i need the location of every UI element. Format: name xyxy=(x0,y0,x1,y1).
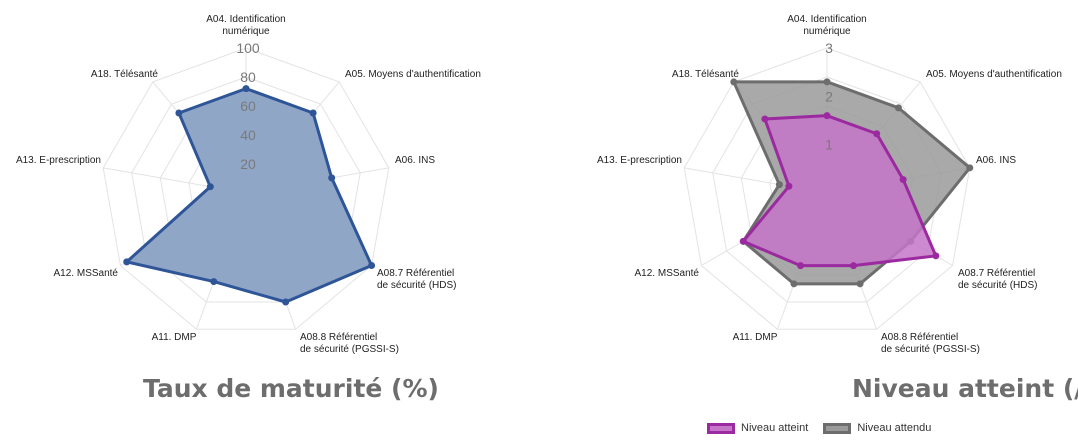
maturity-radar-panel: 20 40 60 80 100 A04. Identification numérique A… xyxy=(0,0,520,443)
axis-label-a08-7-referentiel-de-securite-hds: A08.7 Référentiel de sécurité (HDS) xyxy=(377,268,456,291)
legend-label-atteint: Niveau atteint xyxy=(741,422,809,434)
data-point-a06-ins xyxy=(328,174,336,182)
data-point-a18-telesante xyxy=(175,109,183,117)
data-point-a13-e-prescription xyxy=(206,183,214,191)
level-caption: Niveau atteint (/3) xyxy=(852,374,1078,403)
series-area-niveau-atteint xyxy=(741,114,938,268)
legend-label-attendu: Niveau attendu xyxy=(857,422,932,434)
axis-label-a05-moyens-d-authentification: A05. Moyens d'authentification xyxy=(926,69,1062,80)
data-point-a08-7-referentiel-de-securite-hds xyxy=(932,252,940,260)
axis-label-a05-moyens-d-authentification: A05. Moyens d'authentification xyxy=(345,69,481,80)
axis-label-a06-ins: A06. INS xyxy=(395,155,435,166)
data-point-a11-dmp xyxy=(790,280,798,288)
grid-ring xyxy=(683,47,971,330)
data-point-a06-ins xyxy=(966,164,974,172)
level-radar-panel: 1 2 3 A04. Identification numérique A05. Moye… xyxy=(540,0,1078,443)
axis-label-a11-dmp: A11. DMP xyxy=(733,332,778,343)
axis-label-a13-e-prescription: A13. E-prescription xyxy=(16,155,101,166)
radial-tick-label: 40 xyxy=(240,127,256,143)
axis-label-a11-dmp: A11. DMP xyxy=(152,332,197,343)
radial-tick-label: 3 xyxy=(825,40,833,56)
axis-label-a08-7-referentiel-de-securite-hds: A08.7 Référentiel de sécurité (HDS) xyxy=(958,268,1037,291)
radial-tick-label: 80 xyxy=(240,69,256,85)
radial-tick-label: 100 xyxy=(236,40,260,56)
data-point-a18-telesante xyxy=(761,115,769,123)
radial-tick-label: 60 xyxy=(240,98,256,114)
data-point-a13-e-prescription xyxy=(785,182,793,190)
grid-ring xyxy=(131,76,361,303)
data-point-a08-8-referentiel-de-securite-pgssi-s xyxy=(849,262,857,270)
data-point-a05-moyens-d-authentification xyxy=(309,109,317,117)
axis-label-a12-mssante: A12. MSSanté xyxy=(54,268,119,279)
axis-label-a18-telesante: A18. Télésanté xyxy=(91,69,159,80)
legend-item-attendu: Niveau attendu xyxy=(823,422,931,434)
axis-label-a12-mssante: A12. MSSanté xyxy=(635,268,700,279)
data-point-a08-7-referentiel-de-securite-hds xyxy=(368,262,376,269)
data-point-a08-8-referentiel-de-securite-pgssi-s xyxy=(282,298,290,306)
data-point-a11-dmp xyxy=(210,278,218,286)
level-radar-chart: 1 2 3 A04. Identification numérique A05. Moye… xyxy=(597,14,1062,355)
series-area-taux-de-maturite xyxy=(125,87,374,304)
maturity-radar-chart: 20 40 60 80 100 A04. Identification numérique A… xyxy=(16,14,481,355)
axis-label-a04-identification-numerique: A04. Identification numérique xyxy=(206,14,286,37)
data-point-a11-dmp xyxy=(797,262,805,270)
data-point-a18-telesante xyxy=(730,78,738,86)
data-point-a06-ins xyxy=(899,176,907,184)
data-point-a04-identification-numerique xyxy=(823,78,831,86)
data-point-a04-identification-numerique xyxy=(242,85,250,93)
legend-item-atteint: Niveau atteint xyxy=(707,422,808,434)
radial-tick-label: 2 xyxy=(825,88,833,104)
grid-ring xyxy=(102,47,390,330)
data-point-a13-e-prescription xyxy=(775,181,783,189)
axis-label-a13-e-prescription: A13. E-prescription xyxy=(597,155,682,166)
axis-label-a08-8-referentiel-de-securite-pgssi-s: A08.8 Référentiel de sécurité (PGSSI-S) xyxy=(300,332,399,355)
legend-swatch-attendu xyxy=(823,422,852,434)
axis-label-a18-telesante: A18. Télésanté xyxy=(672,69,740,80)
axis-label-a08-8-referentiel-de-securite-pgssi-s: A08.8 Référentiel de sécurité (PGSSI-S) xyxy=(881,332,980,355)
data-point-a05-moyens-d-authentification xyxy=(894,104,902,112)
radial-tick-label: 1 xyxy=(825,137,833,153)
data-point-a04-identification-numerique xyxy=(823,112,831,120)
data-point-a12-mssante xyxy=(739,237,747,245)
radial-tick-label: 20 xyxy=(240,156,256,172)
legend-swatch-atteint xyxy=(707,422,735,434)
data-point-a12-mssante xyxy=(123,258,131,266)
data-point-a05-moyens-d-authentification xyxy=(873,130,881,138)
axis-label-a04-identification-numerique: A04. Identification numérique xyxy=(787,14,867,37)
data-point-a08-8-referentiel-de-securite-pgssi-s xyxy=(856,280,864,288)
axis-label-a06-ins: A06. INS xyxy=(976,155,1016,166)
level-legend: Niveau atteint Niveau attendu xyxy=(707,422,943,437)
maturity-caption: Taux de maturité (%) xyxy=(143,374,439,403)
